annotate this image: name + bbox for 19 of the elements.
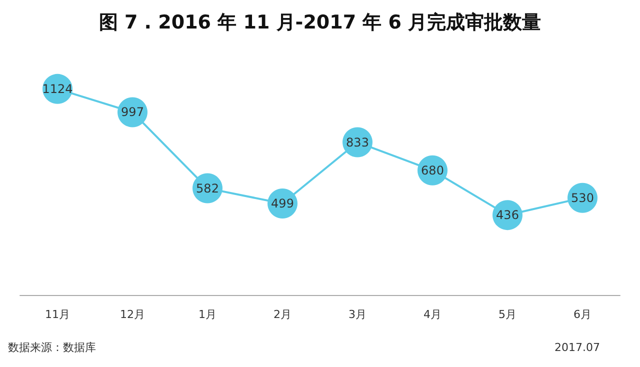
x-tick-label: 3月	[348, 308, 366, 321]
data-label: 833	[346, 135, 369, 150]
data-label: 436	[496, 208, 519, 222]
x-tick-label: 5月	[498, 308, 516, 321]
text: 2017.07	[554, 341, 600, 354]
data-label: 582	[196, 181, 219, 196]
data-label: 680	[421, 163, 444, 178]
x-tick-label: 6月	[574, 308, 592, 321]
source-note: 数据来源：数据库	[8, 341, 96, 354]
x-tick-label: 12月	[120, 308, 145, 321]
data-label: 997	[121, 105, 144, 120]
x-tick-label: 4月	[424, 308, 442, 321]
x-tick-label: 1月	[198, 308, 216, 321]
chart-title: 图 7 . 2016 年 11 月-2017 年 6 月完成审批数量	[98, 12, 542, 34]
x-tick-label: 11月	[45, 308, 70, 321]
x-tick-label: 2月	[274, 308, 292, 321]
data-label: 499	[271, 196, 294, 211]
data-label: 530	[571, 190, 594, 205]
data-label: 1124	[42, 82, 73, 96]
